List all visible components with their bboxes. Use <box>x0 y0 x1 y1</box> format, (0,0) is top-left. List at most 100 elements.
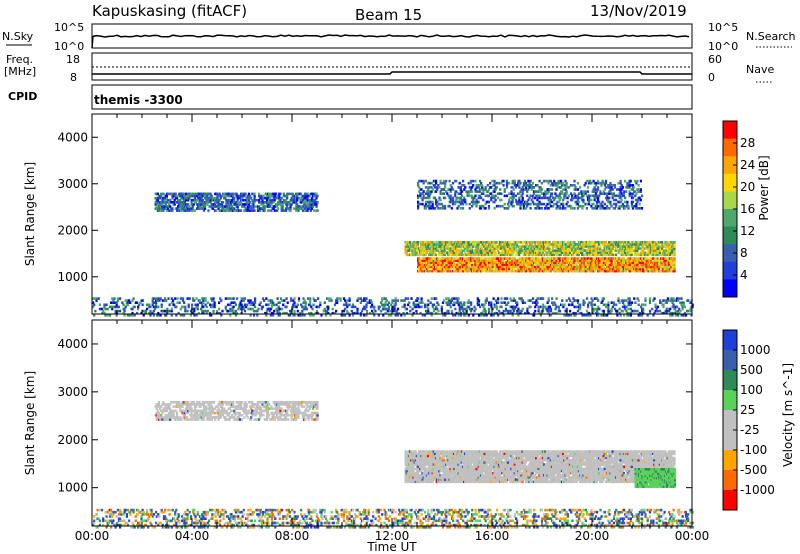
data-cell <box>143 311 146 315</box>
data-cell <box>269 299 272 302</box>
data-cell <box>652 269 655 273</box>
data-cell <box>561 303 564 307</box>
data-cell <box>229 203 233 206</box>
data-cell <box>166 192 170 196</box>
data-cell <box>303 314 306 317</box>
data-cell <box>277 309 280 313</box>
data-cell <box>519 181 522 185</box>
data-cell <box>155 201 158 204</box>
data-cell <box>657 259 660 262</box>
data-cell <box>215 209 218 212</box>
data-cell <box>331 307 334 311</box>
data-cell <box>517 184 520 187</box>
data-cell <box>487 200 491 204</box>
data-cell <box>566 247 569 250</box>
data-cell <box>423 243 426 246</box>
data-cell <box>594 245 597 248</box>
data-cell <box>648 309 652 313</box>
data-cell <box>204 207 207 210</box>
data-cell <box>206 196 209 200</box>
data-cell <box>566 265 569 269</box>
data-cell <box>629 259 632 262</box>
data-cell <box>346 299 349 302</box>
data-cell <box>160 205 163 208</box>
data-cell <box>456 257 459 260</box>
data-cell <box>509 311 512 315</box>
data-cell <box>555 243 558 246</box>
data-cell <box>291 192 294 196</box>
data-cell <box>320 314 323 317</box>
data-cell <box>648 301 652 304</box>
data-cell <box>518 200 521 204</box>
data-cell <box>330 299 333 302</box>
data-cell <box>541 249 544 252</box>
data-cell <box>450 311 454 315</box>
data-cell <box>177 205 180 208</box>
data-cell <box>449 194 452 198</box>
data-cell <box>430 181 433 185</box>
data-cell <box>637 314 640 317</box>
data-cell <box>106 307 109 311</box>
data-cell <box>269 198 272 202</box>
data-cell <box>237 196 240 200</box>
data-cell <box>381 299 384 302</box>
data-cell <box>269 314 272 317</box>
data-cell <box>443 253 447 257</box>
data-cell <box>387 314 391 317</box>
data-cell <box>513 245 516 248</box>
beam-title: Beam 15 <box>355 6 422 24</box>
data-cell <box>655 245 658 248</box>
data-cell <box>146 307 149 311</box>
data-cell <box>665 301 668 304</box>
data-cell <box>521 257 524 260</box>
data-cell <box>237 307 240 311</box>
data-cell <box>348 297 351 300</box>
data-cell <box>590 241 593 244</box>
data-cell <box>442 243 445 246</box>
data-cell <box>265 194 269 198</box>
data-cell <box>598 259 601 262</box>
data-cell <box>637 303 640 307</box>
data-cell <box>618 307 621 311</box>
data-cell <box>173 198 176 202</box>
data-cell <box>229 309 232 313</box>
data-cell <box>405 249 408 252</box>
data-cell <box>494 259 497 262</box>
data-cell <box>111 297 114 300</box>
data-cell <box>463 307 466 311</box>
data-cell <box>485 297 488 300</box>
data-cell <box>432 303 436 307</box>
data-cell <box>575 267 578 271</box>
data-cell <box>434 253 438 257</box>
data-cell <box>188 194 191 198</box>
data-cell <box>468 194 471 198</box>
data-cell <box>436 307 439 311</box>
data-cell <box>183 314 186 317</box>
data-cell <box>430 311 433 315</box>
data-cell <box>589 261 592 264</box>
data-cell <box>433 245 436 248</box>
data-cell <box>503 257 506 260</box>
data-cell <box>501 301 504 304</box>
data-cell <box>252 203 255 206</box>
data-cell <box>523 265 527 269</box>
data-cell <box>364 307 367 311</box>
data-cell <box>431 188 434 191</box>
data-cell <box>531 267 534 271</box>
data-cell <box>435 263 438 267</box>
data-cell <box>609 245 612 248</box>
data-cell <box>435 179 438 183</box>
data-cell <box>484 309 487 313</box>
data-cell <box>131 299 134 302</box>
data-cell <box>420 245 423 248</box>
data-cell <box>459 188 462 191</box>
data-cell <box>643 259 646 262</box>
data-cell <box>249 314 252 317</box>
data-cell <box>653 247 656 250</box>
data-cell <box>431 257 434 260</box>
data-cell <box>249 194 252 198</box>
data-cell <box>308 311 311 315</box>
data-cell <box>446 251 449 254</box>
data-cell <box>285 305 288 309</box>
data-cell <box>491 259 494 262</box>
